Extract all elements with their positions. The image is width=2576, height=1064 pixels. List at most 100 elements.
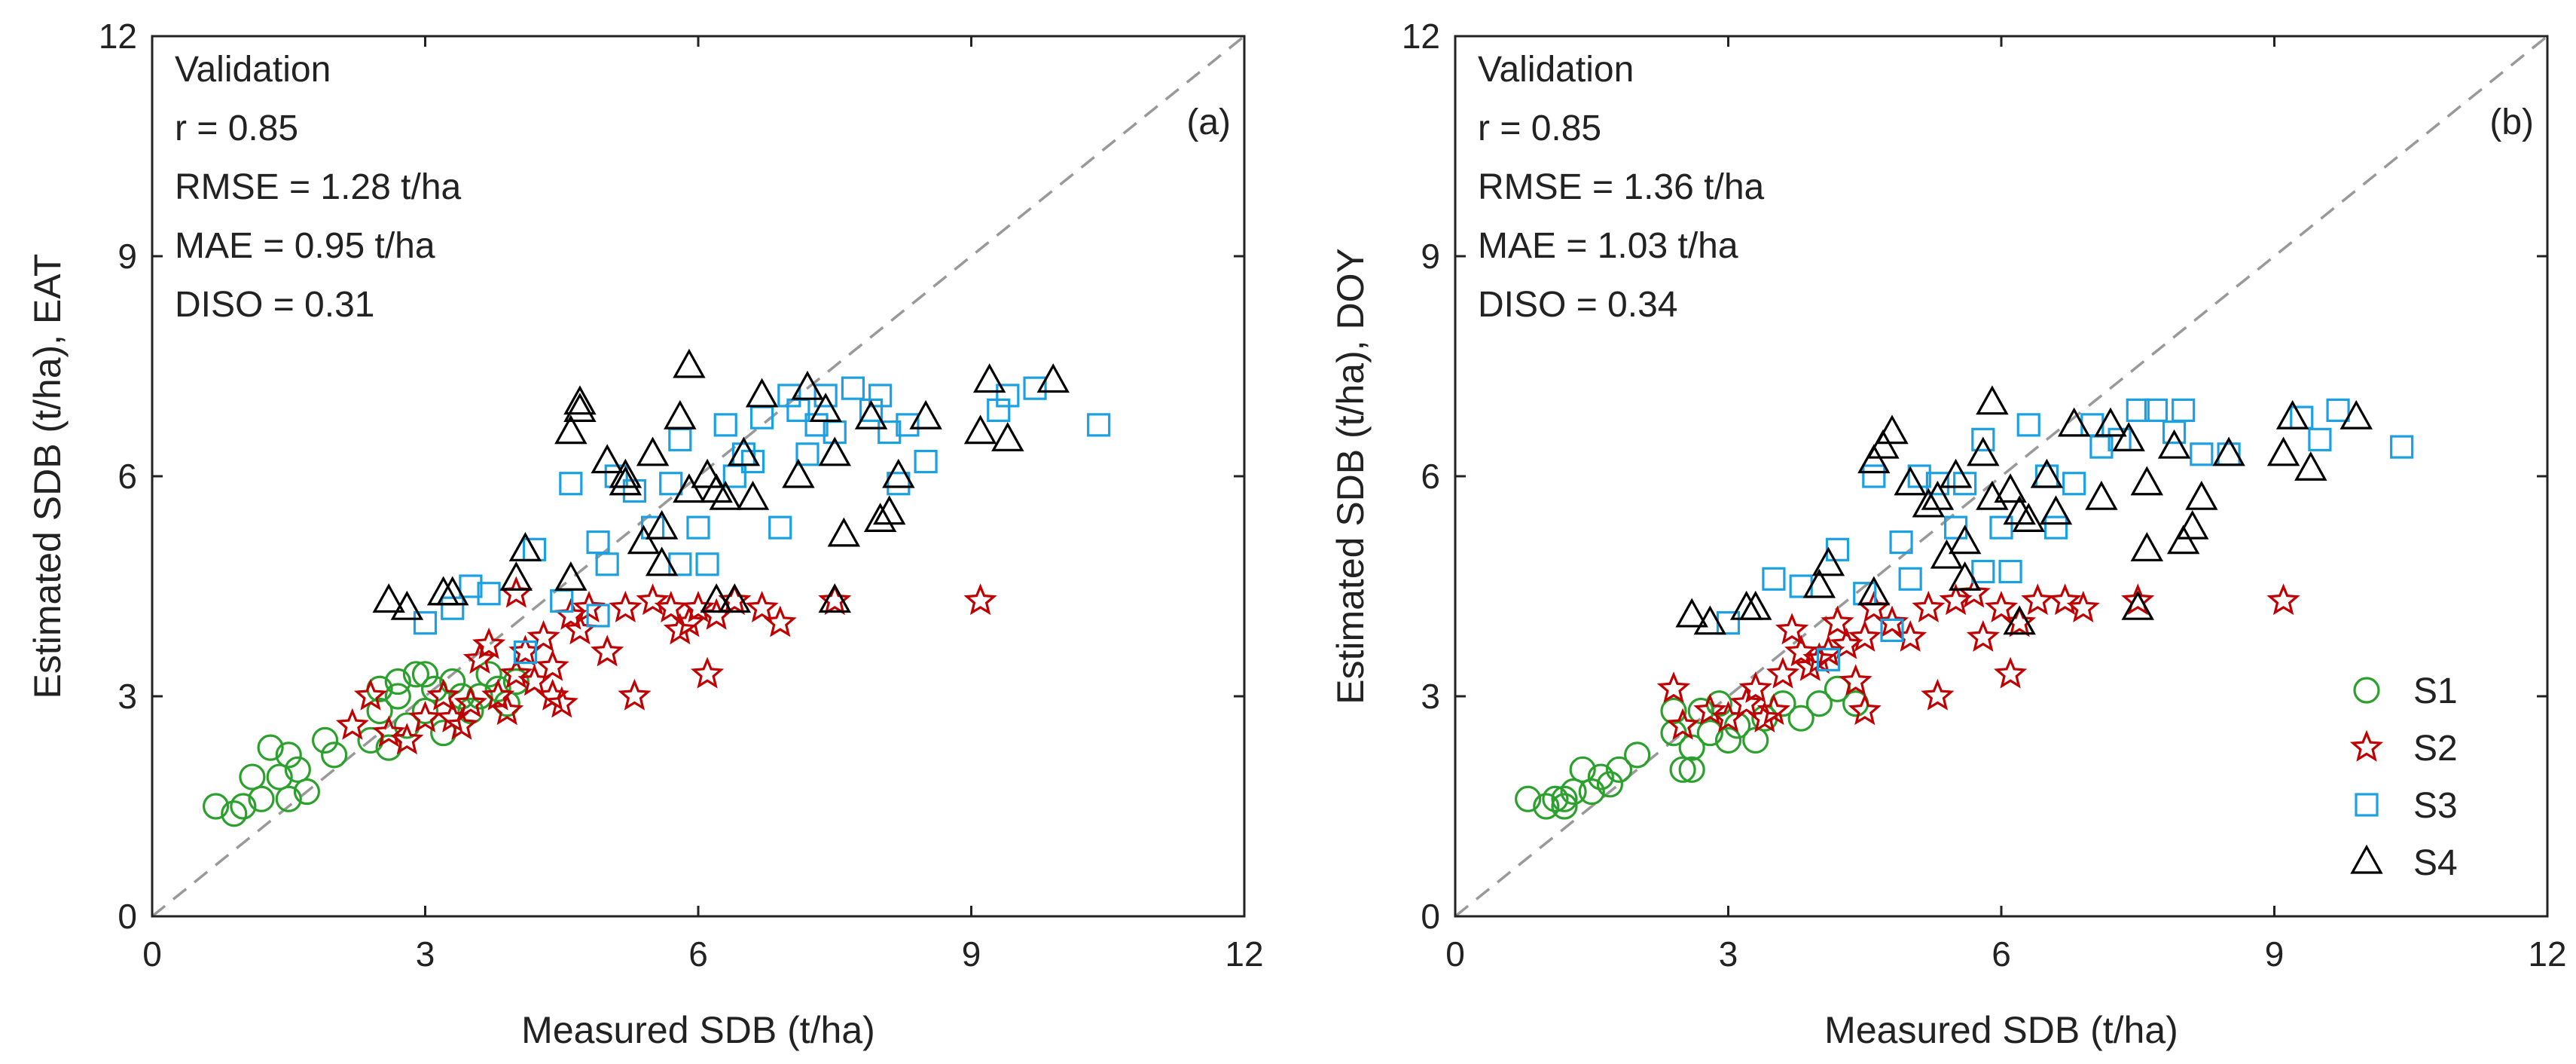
data-point-s3	[695, 552, 719, 576]
data-point-s4	[2166, 524, 2200, 555]
data-point-s4	[1857, 444, 1891, 474]
y-tick-label: 6	[118, 457, 137, 496]
data-point-s4	[2275, 399, 2309, 430]
data-point-s2	[453, 686, 487, 718]
data-point-s4	[2266, 436, 2300, 466]
data-point-s1	[393, 712, 420, 739]
data-point-s4	[991, 422, 1024, 451]
data-point-s2	[499, 656, 533, 689]
data-point-s2	[618, 678, 652, 711]
data-point-s3	[2043, 515, 2068, 540]
data-point-s3	[2308, 427, 2332, 451]
data-point-s3	[659, 472, 683, 496]
data-point-s3	[777, 384, 801, 408]
data-point-s3	[896, 413, 920, 437]
data-point-s3	[987, 398, 1011, 423]
data-point-s3	[1023, 376, 1047, 400]
data-point-s4	[1967, 436, 2000, 466]
data-point-s1	[1587, 763, 1614, 790]
data-point-s4	[782, 458, 815, 488]
data-point-s1	[1669, 756, 1696, 783]
data-point-s4	[2212, 436, 2245, 466]
data-point-s2	[1966, 619, 2000, 652]
data-point-s1	[1714, 726, 1742, 754]
data-point-s1	[1787, 705, 1814, 732]
data-point-s2	[472, 627, 506, 659]
data-point-s4	[664, 399, 697, 430]
y-tick-label: 3	[118, 677, 137, 716]
one-to-one-line	[1454, 35, 2549, 918]
data-point-s1	[321, 741, 348, 769]
data-point-s4	[1948, 561, 1982, 591]
data-point-s2	[2121, 583, 2155, 616]
panel-a: 0 3 6 9 12 0 3 6 9 12 Measured SDB (t/ha) Estimated…	[26, 17, 1264, 1051]
data-point-s1	[202, 793, 230, 820]
data-point-s4	[963, 414, 997, 445]
series-s4	[1675, 385, 2373, 635]
series-s4	[372, 348, 1070, 620]
data-point-s1	[402, 661, 430, 688]
data-point-s1	[1533, 793, 1560, 820]
data-point-s4	[1811, 546, 1845, 576]
data-point-s3	[2016, 413, 2040, 437]
data-point-s4	[1948, 524, 1982, 555]
stats-line: MAE = 0.95 t/ha	[175, 226, 435, 266]
data-point-s4	[1876, 414, 1909, 445]
data-point-s4	[508, 532, 542, 561]
stats-line: RMSE = 1.36 t/ha	[1478, 167, 1765, 207]
series-s1	[1515, 675, 1869, 820]
data-point-s1	[502, 668, 530, 696]
data-point-s1	[221, 800, 248, 827]
data-point-s3	[1880, 618, 1904, 643]
data-point-s1	[311, 726, 339, 754]
data-point-s3	[668, 552, 692, 576]
data-point-s4	[2085, 480, 2118, 510]
data-point-s3	[2126, 398, 2150, 423]
data-point-s2	[1939, 583, 1973, 616]
data-point-s1	[1805, 690, 1833, 717]
x-tick-label: 0	[1445, 934, 1465, 974]
data-point-s4	[863, 503, 897, 533]
stats-line: DISO = 0.31	[175, 285, 374, 325]
data-point-s2	[372, 715, 406, 748]
data-point-s4	[1939, 458, 1973, 488]
data-point-s1	[475, 661, 502, 688]
data-point-s2	[1729, 686, 1763, 718]
data-point-s4	[1036, 363, 1070, 393]
data-point-s3	[1989, 515, 2013, 540]
stats-line: DISO = 0.34	[1478, 285, 1677, 325]
data-point-s4	[745, 378, 779, 408]
data-point-s4	[2094, 407, 2127, 437]
data-point-s2	[1811, 634, 1845, 667]
y-tick-label: 9	[1421, 237, 1440, 276]
data-point-s3	[914, 449, 938, 474]
data-point-s3	[877, 420, 902, 445]
data-point-s1	[366, 697, 393, 725]
data-point-s4	[2176, 509, 2209, 540]
data-point-s3	[1087, 413, 1111, 437]
data-point-s3	[2144, 398, 2169, 423]
data-point-s4	[591, 444, 624, 474]
data-point-s1	[1578, 778, 1605, 806]
legend-marker-s3	[2355, 793, 2379, 817]
series-s3	[413, 376, 1111, 665]
data-point-s3	[795, 442, 819, 466]
x-tick-label: 9	[2265, 934, 2285, 974]
y-axis-label: Estimated SDB (t/ha), EAT	[26, 254, 69, 699]
data-point-s3	[768, 515, 792, 540]
data-point-s3	[996, 384, 1020, 408]
stats-line: RMSE = 1.28 t/ha	[175, 167, 462, 207]
data-point-s1	[411, 661, 439, 688]
legend-label-s1: S1	[2413, 671, 2458, 711]
data-point-s2	[2021, 583, 2055, 616]
data-point-s4	[736, 480, 770, 510]
data-point-s4	[2012, 503, 2045, 533]
data-point-s1	[1624, 741, 1651, 769]
data-point-s2	[1693, 693, 1727, 726]
data-point-s4	[1976, 385, 2009, 415]
stats-line: r = 0.85	[175, 109, 298, 148]
data-point-s2	[545, 686, 578, 718]
data-point-s2	[1921, 678, 1955, 711]
data-point-s2	[1894, 619, 1927, 652]
